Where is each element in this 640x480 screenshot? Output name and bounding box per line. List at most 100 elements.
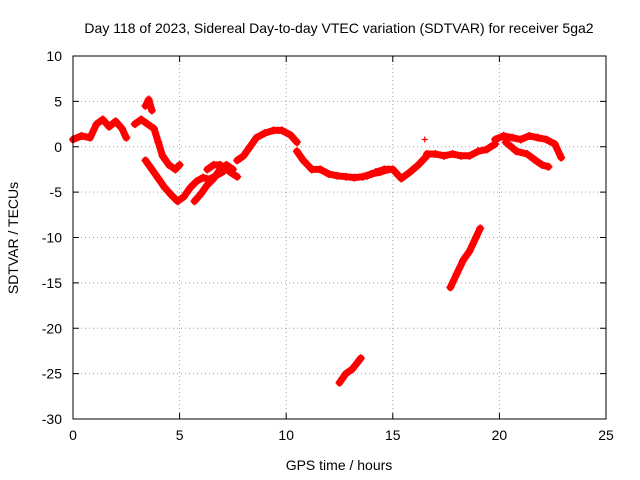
y-tick-label: -10 xyxy=(42,230,62,246)
data-point-segment-8 xyxy=(350,173,359,182)
trace-segment-2 xyxy=(131,116,184,173)
data-point-segment-5 xyxy=(190,197,199,206)
data-point-segment-2 xyxy=(154,138,163,147)
data-point-segment-1 xyxy=(92,120,101,129)
data-point-segment-8 xyxy=(299,156,308,165)
data-point-segment-4 xyxy=(147,165,156,174)
data-point-segment-7 xyxy=(233,156,242,165)
data-point-segment-9 xyxy=(405,168,414,177)
data-point-segment-7 xyxy=(245,142,254,151)
x-axis-label: GPS time / hours xyxy=(286,457,393,473)
data-point-segment-9 xyxy=(397,174,406,183)
data-point-segment-11 xyxy=(542,135,551,144)
data-point-segment-12 xyxy=(501,138,510,147)
data-point-segment-8 xyxy=(292,147,301,156)
data-point-segment-6 xyxy=(216,160,225,169)
data-point-segment-3 xyxy=(147,106,156,115)
y-tick-label: -5 xyxy=(50,184,63,200)
y-tick-label: -30 xyxy=(42,411,62,427)
data-point-segment-9 xyxy=(380,165,389,174)
axis-ticks: 0 5 10 15 20 25 10 5 0 -5 -10 -15 -20 -25 -30 xyxy=(42,48,614,443)
data-point-segment-11 xyxy=(557,153,566,162)
chart-title: Day 118 of 2023, Sidereal Day-to-day VTE… xyxy=(84,20,593,36)
x-tick-label: 5 xyxy=(176,427,184,443)
data-point-segment-5 xyxy=(209,174,218,183)
data-point-segment-12 xyxy=(531,156,540,165)
data-point-segment-7 xyxy=(277,126,286,135)
data-point-segment-12 xyxy=(523,150,532,159)
data-point-segment-4 xyxy=(173,197,182,206)
data-point-segment-10 xyxy=(439,151,448,160)
data-point-segment-7 xyxy=(260,129,269,138)
data-point-segment-13 xyxy=(421,136,428,143)
x-tick-label: 0 xyxy=(69,427,77,443)
x-tick-label: 25 xyxy=(598,427,614,443)
data-point-segment-14 xyxy=(341,369,350,378)
data-point-segment-12 xyxy=(512,147,521,156)
data-point-segment-15 xyxy=(452,269,461,278)
x-tick-label: 15 xyxy=(385,427,401,443)
data-point-segment-9 xyxy=(363,171,372,180)
data-point-segment-2 xyxy=(150,124,159,133)
data-point-segment-15 xyxy=(476,224,485,233)
data-point-segment-1 xyxy=(105,122,114,131)
data-point-segment-2 xyxy=(137,115,146,124)
data-point-segment-6 xyxy=(228,169,237,178)
data-point-segment-4 xyxy=(141,156,150,165)
y-tick-label: 0 xyxy=(54,139,62,155)
data-point-segment-10 xyxy=(422,150,431,159)
y-tick-label: 5 xyxy=(54,93,62,109)
data-point-segment-9 xyxy=(371,168,380,177)
data-point-segment-15 xyxy=(471,233,480,242)
data-point-segment-12 xyxy=(538,160,547,169)
data-point-segment-1 xyxy=(77,131,86,140)
data-point-segment-1 xyxy=(118,124,127,133)
data-point-segment-7 xyxy=(239,151,248,160)
data-point-segment-7 xyxy=(252,133,261,142)
data-point-segment-15 xyxy=(459,256,468,265)
data-point-segment-15 xyxy=(465,247,474,256)
data-point-segment-1 xyxy=(122,133,131,142)
data-point-segment-1 xyxy=(86,133,95,142)
data-point-segment-1 xyxy=(98,115,107,124)
data-point-segment-5 xyxy=(196,189,205,198)
x-tick-label: 10 xyxy=(278,427,294,443)
data-point-segment-9 xyxy=(414,160,423,169)
data-point-segment-11 xyxy=(525,131,534,140)
data-point-segment-1 xyxy=(111,117,120,126)
y-tick-label: -20 xyxy=(42,320,62,336)
data-point-segment-10 xyxy=(474,147,483,156)
data-point-segment-14 xyxy=(335,378,344,387)
data-point-segment-4 xyxy=(199,173,208,182)
data-point-segment-6 xyxy=(203,165,212,174)
data-point-segment-4 xyxy=(160,183,169,192)
data-point-segment-2 xyxy=(175,160,184,169)
data-point-segment-3 xyxy=(144,95,153,104)
data-point-segment-6 xyxy=(222,165,231,174)
data-point-segment-10 xyxy=(482,145,491,154)
data-point-segment-11 xyxy=(508,133,517,142)
data-point-segment-2 xyxy=(171,165,180,174)
data-point-segment-8 xyxy=(341,172,350,181)
data-point-segment-4 xyxy=(154,174,163,183)
data-point-segment-15 xyxy=(446,283,455,292)
y-axis-label: SDTVAR / TECUs xyxy=(5,182,21,294)
data-point-segment-7 xyxy=(292,138,301,147)
plot-frame xyxy=(72,55,607,420)
data-point-segment-10 xyxy=(431,150,440,159)
data-point-segment-10 xyxy=(448,150,457,159)
y-tick-label: -25 xyxy=(42,366,62,382)
trace-segment-14 xyxy=(336,354,365,387)
data-point-segment-2 xyxy=(130,120,139,129)
data-point-segment-6 xyxy=(233,172,242,181)
data-point-segment-8 xyxy=(316,165,325,174)
data-point-segment-10 xyxy=(465,151,474,160)
data-point-segment-5 xyxy=(203,180,212,189)
data-point-segment-3 xyxy=(141,101,150,110)
y-tick-label: 10 xyxy=(46,48,62,64)
data-point-segment-7 xyxy=(269,126,278,135)
data-point-segment-11 xyxy=(499,131,508,140)
data-point-segment-12 xyxy=(544,162,553,171)
data-point-segment-4 xyxy=(179,192,188,201)
